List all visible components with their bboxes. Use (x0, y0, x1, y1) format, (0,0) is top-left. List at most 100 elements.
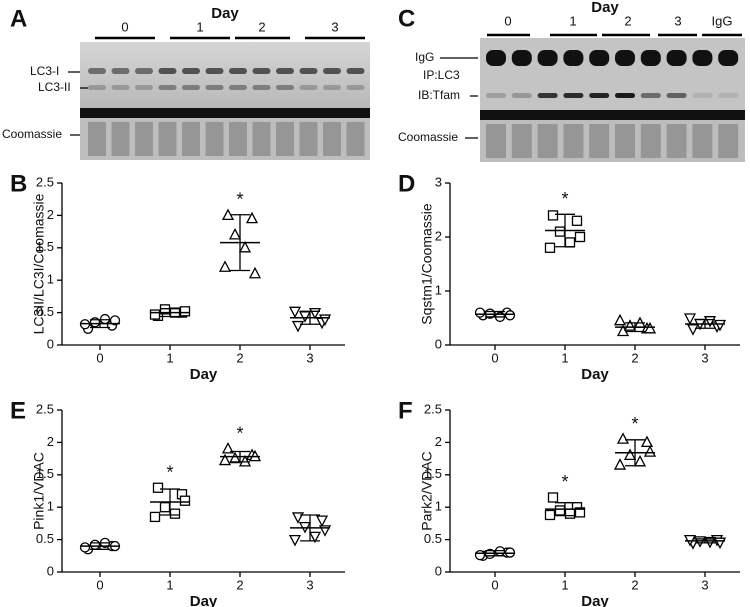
x-tick-label: 0 (96, 577, 103, 592)
band-label: IB:Tfam (418, 88, 460, 102)
band (135, 122, 153, 156)
point (228, 227, 242, 240)
band (229, 122, 247, 156)
point (504, 310, 516, 321)
band (640, 124, 661, 158)
point (308, 307, 322, 320)
band (718, 124, 739, 158)
x-tick-label: 2 (631, 577, 638, 592)
band-label: IgG (415, 50, 434, 64)
point (616, 432, 630, 444)
lane-label: 1 (196, 19, 203, 34)
point (713, 319, 727, 332)
gel-divider (80, 108, 370, 118)
x-tick-label: 2 (236, 350, 243, 365)
error-bar (230, 214, 250, 272)
x-tick-label: 1 (166, 577, 173, 592)
band (666, 124, 687, 158)
point (218, 453, 232, 466)
y-tick-label: 2.5 (36, 401, 54, 416)
y-axis-label: Sqstm1/Coomassie (419, 203, 435, 325)
panel-label: A (10, 5, 27, 32)
point (79, 542, 91, 553)
significance-mark: * (561, 189, 568, 209)
point (221, 441, 235, 454)
y-tick-label: 2 (47, 434, 54, 449)
x-tick-label: 3 (306, 577, 313, 592)
x-tick-label: 3 (306, 350, 313, 365)
point (571, 215, 583, 226)
panel-label: C (398, 5, 415, 32)
error-bar (485, 549, 505, 557)
x-axis-label: Day (581, 593, 609, 607)
band (511, 93, 532, 98)
band (229, 68, 247, 74)
point (474, 550, 486, 561)
error-bar (160, 308, 180, 318)
band (205, 85, 224, 90)
point (643, 321, 657, 334)
gel-divider (480, 110, 745, 120)
point (238, 240, 252, 253)
point (169, 508, 181, 519)
error-bar (160, 488, 180, 516)
error-bar (695, 318, 715, 329)
band (182, 68, 200, 74)
band (276, 68, 294, 74)
band (486, 50, 506, 66)
band (299, 68, 318, 74)
band (158, 68, 177, 74)
error-bar (230, 450, 250, 463)
x-axis-label: Day (190, 366, 218, 383)
band (276, 85, 294, 90)
band (486, 93, 506, 98)
band (537, 50, 558, 66)
point (149, 511, 161, 523)
y-tick-label: 1 (47, 499, 54, 514)
point (179, 306, 191, 317)
band (511, 124, 532, 158)
lane-label: 2 (624, 13, 631, 28)
point (179, 495, 191, 506)
lane-label: 0 (121, 19, 128, 34)
y-tick-label: 2.5 (36, 174, 54, 189)
point (298, 311, 312, 323)
point (291, 320, 305, 333)
band-label: Coomassie (398, 130, 458, 144)
point (613, 313, 627, 326)
gel (80, 42, 370, 108)
lane-label: 0 (504, 13, 511, 28)
point (89, 539, 101, 550)
y-tick-label: 2 (47, 207, 54, 222)
point (564, 237, 576, 248)
panel-label: E (10, 397, 26, 424)
gel (480, 38, 745, 110)
lane-label: 1 (569, 13, 576, 28)
band (692, 50, 713, 66)
band (666, 50, 687, 66)
band (276, 122, 294, 156)
label-arrow (68, 71, 88, 136)
band (299, 85, 318, 90)
band (511, 50, 532, 66)
band (252, 68, 271, 74)
point (643, 445, 657, 457)
error-bar (300, 514, 320, 542)
y-axis-label: Pink1/VDAC (31, 452, 47, 530)
point (623, 319, 637, 331)
y-tick-label: 0 (435, 563, 442, 578)
lane-label: 3 (331, 19, 338, 34)
point (574, 231, 586, 243)
band (718, 50, 739, 66)
y-tick-label: 0.5 (424, 531, 442, 546)
point (554, 505, 566, 516)
significance-mark: * (631, 414, 638, 434)
y-tick-label: 1 (47, 272, 54, 287)
band (615, 124, 635, 158)
lane-label: IgG (712, 13, 733, 28)
panel-label: F (398, 397, 413, 424)
band (692, 124, 713, 158)
band (537, 93, 558, 98)
y-tick-label: 1 (435, 282, 442, 297)
